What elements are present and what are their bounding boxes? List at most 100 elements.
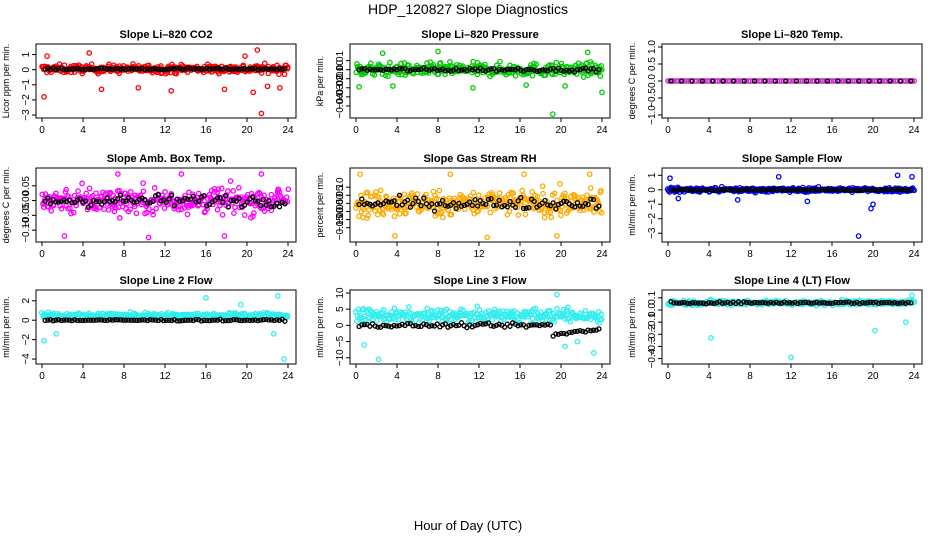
- x-tick-label: 4: [80, 249, 86, 260]
- y-tick-label: 0.0: [647, 303, 658, 317]
- data-point: [127, 206, 134, 213]
- mean-point: [832, 186, 839, 193]
- data-point: [437, 60, 444, 66]
- mean-point: [542, 67, 548, 73]
- mean-point: [507, 66, 513, 72]
- data-point: [365, 212, 372, 219]
- mean-point: [85, 66, 91, 72]
- mean-point: [768, 299, 774, 306]
- mean-point: [668, 187, 674, 193]
- outlier-point: [484, 234, 491, 241]
- data-point: [539, 318, 546, 325]
- mean-point: [268, 66, 275, 72]
- mean-point: [198, 194, 205, 200]
- mean-point: [814, 78, 820, 84]
- y-tick-label: 1.0: [647, 40, 658, 54]
- mean-point: [757, 300, 763, 306]
- mean-point: [722, 187, 728, 193]
- mean-point: [228, 317, 234, 323]
- x-tick-label: 0: [665, 371, 671, 382]
- y-tick-label: −1: [647, 198, 658, 210]
- mean-point: [813, 299, 820, 305]
- mean-point: [142, 317, 148, 323]
- data-point: [597, 73, 604, 79]
- mean-point: [434, 201, 440, 207]
- outlier-point: [221, 86, 228, 93]
- data-point: [554, 305, 560, 312]
- mean-point: [263, 316, 269, 323]
- mean-point: [703, 187, 709, 194]
- data-point: [387, 59, 393, 66]
- mean-point: [580, 328, 586, 335]
- mean-point: [787, 300, 793, 306]
- mean-point: [274, 200, 280, 206]
- mean-point: [268, 317, 275, 323]
- mean-point: [361, 321, 368, 328]
- mean-point: [63, 66, 70, 73]
- mean-point: [101, 317, 108, 324]
- mean-point: [380, 201, 386, 207]
- mean-point: [789, 300, 795, 306]
- data-point: [215, 186, 222, 193]
- data-point: [268, 207, 275, 214]
- mean-point: [144, 200, 151, 206]
- x-tick-label: 20: [555, 371, 567, 382]
- data-point: [372, 208, 378, 214]
- plot-frame: [35, 43, 297, 119]
- mean-point: [453, 322, 459, 329]
- x-tick-label: 12: [473, 249, 485, 260]
- mean-point: [816, 300, 822, 306]
- mean-point: [824, 78, 831, 84]
- mean-point: [588, 328, 594, 334]
- outlier-point: [584, 49, 591, 56]
- mean-point: [375, 66, 381, 73]
- mean-point: [404, 197, 411, 203]
- data-point: [392, 316, 399, 323]
- mean-point: [388, 67, 395, 73]
- mean-point: [171, 202, 178, 209]
- mean-point: [53, 317, 59, 323]
- mean-point: [50, 318, 56, 324]
- outlier-point: [574, 338, 581, 345]
- mean-point: [66, 66, 72, 72]
- plot-frame: [349, 43, 611, 119]
- outlier-point: [909, 173, 915, 180]
- data-point: [534, 193, 541, 200]
- data-point: [230, 188, 237, 194]
- mean-point: [692, 300, 698, 306]
- mean-point: [166, 317, 172, 324]
- mean-point: [394, 202, 400, 209]
- mean-point: [423, 66, 430, 72]
- mean-point: [711, 300, 717, 307]
- x-tick-label: 16: [826, 371, 838, 382]
- mean-point: [483, 201, 489, 208]
- mean-point: [464, 324, 470, 331]
- mean-point: [542, 322, 548, 328]
- data-point: [231, 210, 237, 216]
- mean-point: [822, 186, 828, 193]
- outlier-point: [902, 319, 909, 325]
- mean-point: [53, 199, 59, 205]
- mean-point: [851, 187, 857, 193]
- mean-point: [364, 200, 370, 207]
- mean-point: [163, 66, 169, 73]
- data-point: [911, 187, 917, 194]
- x-tick-label: 0: [665, 125, 671, 136]
- mean-point: [477, 320, 483, 327]
- data-point: [515, 212, 522, 218]
- x-tick-label: 12: [159, 125, 171, 136]
- mean-point: [45, 317, 51, 323]
- mean-point: [892, 300, 898, 306]
- mean-point: [107, 199, 113, 205]
- mean-point: [493, 202, 500, 208]
- mean-point: [725, 186, 731, 193]
- x-tick-label: 16: [514, 249, 526, 260]
- mean-point: [577, 66, 583, 73]
- mean-point: [678, 78, 685, 84]
- y-tick-label: 1: [21, 51, 32, 57]
- mean-point: [469, 202, 475, 209]
- mean-point: [512, 67, 519, 73]
- mean-point: [442, 321, 448, 327]
- mean-point: [795, 300, 801, 307]
- mean-point: [684, 300, 690, 306]
